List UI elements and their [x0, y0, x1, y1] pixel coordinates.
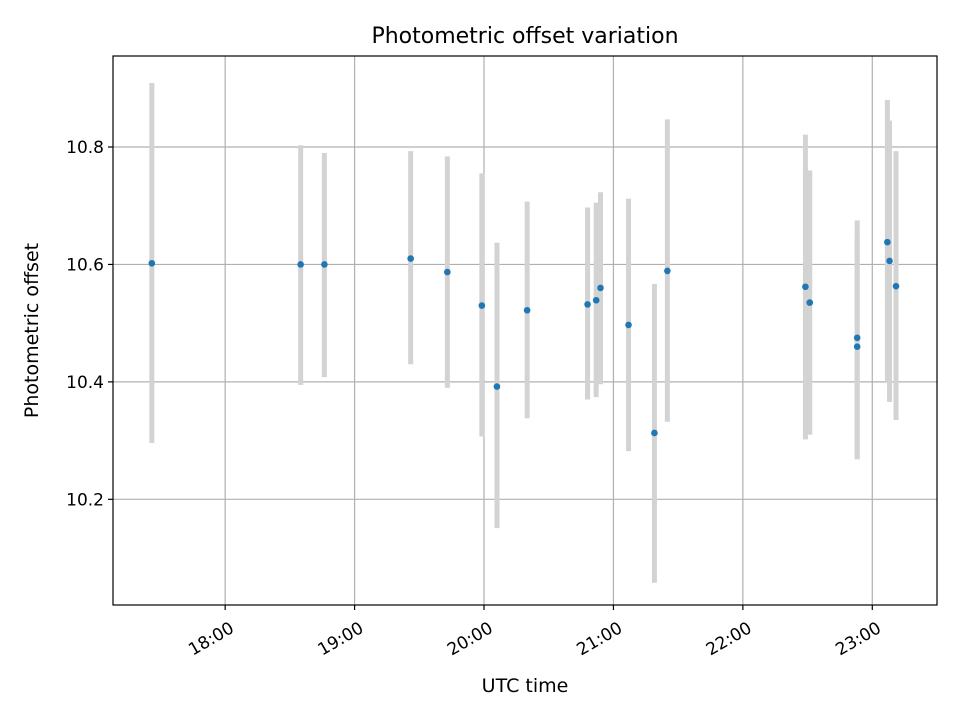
- data-point: [886, 257, 893, 265]
- data-point: [407, 255, 414, 262]
- chart-title: Photometric offset variation: [371, 24, 678, 49]
- data-point: [651, 429, 658, 437]
- data-point: [523, 306, 531, 314]
- data-point: [493, 383, 501, 390]
- data-point: [884, 238, 891, 246]
- y-tick-label: 10.6: [66, 255, 104, 275]
- y-tick-label: 10.2: [66, 490, 104, 510]
- x-axis-label: UTC time: [482, 675, 569, 697]
- data-point: [625, 321, 632, 329]
- data-point: [592, 296, 600, 304]
- plot-frame: [112, 55, 938, 606]
- data-point: [853, 334, 861, 342]
- data-point: [664, 267, 671, 275]
- data-point: [802, 283, 809, 291]
- data-point: [478, 302, 486, 309]
- y-axis-label: Photometric offset: [21, 243, 43, 418]
- data-point: [148, 259, 156, 267]
- data-point: [584, 301, 591, 308]
- data-point: [892, 282, 900, 290]
- data-point: [806, 299, 814, 306]
- data-point: [297, 261, 304, 268]
- data-point: [853, 343, 861, 350]
- y-tick-label: 10.8: [66, 138, 104, 158]
- data-point: [321, 261, 328, 268]
- data-point: [444, 268, 451, 276]
- data-point: [597, 284, 604, 292]
- y-tick-label: 10.4: [66, 373, 104, 393]
- data-points: [148, 238, 900, 437]
